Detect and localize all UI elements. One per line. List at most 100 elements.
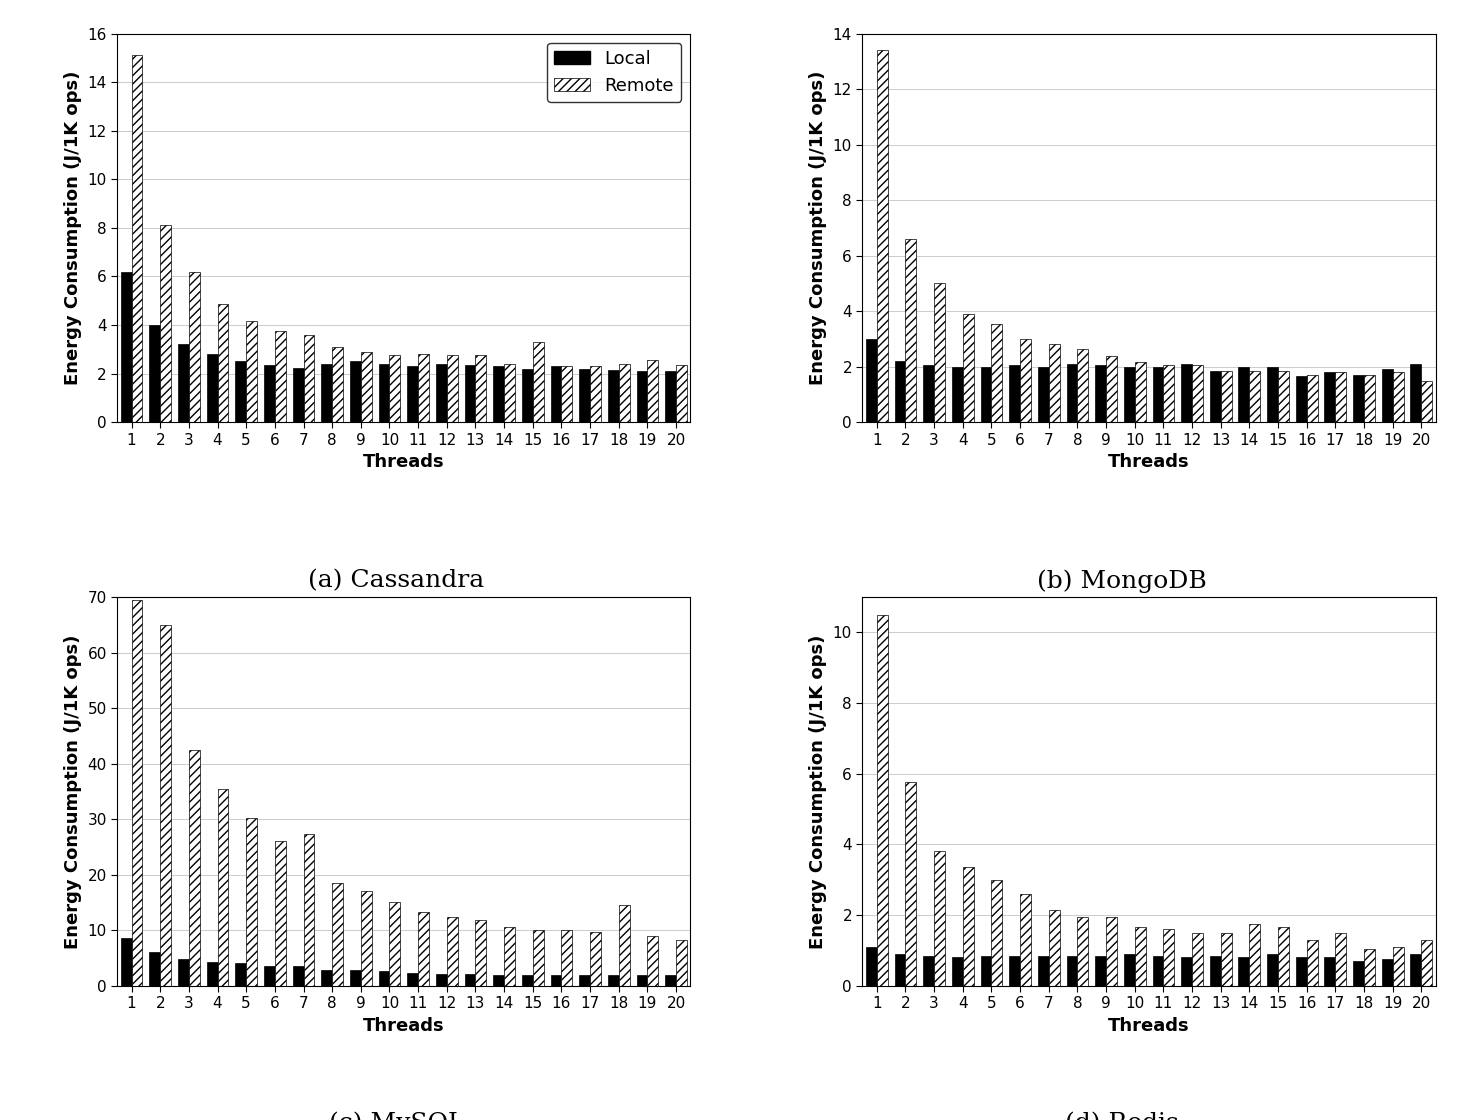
Bar <box>905 239 916 422</box>
Bar <box>1049 909 1059 986</box>
Bar <box>494 976 504 986</box>
Y-axis label: Energy Consumption (J/1K ops): Energy Consumption (J/1K ops) <box>64 634 82 949</box>
Bar <box>350 970 360 986</box>
Bar <box>1364 375 1376 422</box>
Bar <box>522 368 533 422</box>
Bar <box>533 342 544 422</box>
Bar <box>561 366 573 422</box>
Bar <box>677 365 687 422</box>
Bar <box>876 50 888 422</box>
Bar <box>293 967 303 986</box>
Bar <box>1181 958 1193 986</box>
Bar <box>551 366 561 422</box>
Text: (b) MongoDB: (b) MongoDB <box>1037 569 1207 592</box>
Bar <box>217 305 229 422</box>
Bar <box>246 818 256 986</box>
Bar <box>952 366 963 422</box>
Bar <box>1009 955 1020 986</box>
Text: (d) Redis: (d) Redis <box>1065 1112 1179 1120</box>
Bar <box>1393 946 1403 986</box>
Bar <box>350 362 360 422</box>
Bar <box>1163 930 1175 986</box>
Bar <box>447 917 457 986</box>
Bar <box>132 56 142 422</box>
Bar <box>1077 348 1088 422</box>
Bar <box>149 325 160 422</box>
Bar <box>579 976 590 986</box>
Bar <box>390 903 400 986</box>
Bar <box>1250 371 1260 422</box>
Bar <box>303 335 315 422</box>
Bar <box>1210 371 1220 422</box>
Bar <box>464 365 476 422</box>
Bar <box>608 370 618 422</box>
Bar <box>618 364 630 422</box>
Bar <box>418 913 429 986</box>
Bar <box>1077 916 1088 986</box>
Bar <box>207 962 217 986</box>
Bar <box>303 834 315 986</box>
Bar <box>476 921 486 986</box>
Bar <box>1336 933 1346 986</box>
Bar <box>1354 961 1364 986</box>
Bar <box>321 364 333 422</box>
Y-axis label: Energy Consumption (J/1K ops): Energy Consumption (J/1K ops) <box>64 71 82 385</box>
Bar <box>236 963 246 986</box>
Bar <box>293 367 303 422</box>
Bar <box>866 339 876 422</box>
Bar <box>561 930 573 986</box>
Bar <box>665 976 677 986</box>
Bar <box>1220 371 1232 422</box>
Bar <box>476 355 486 422</box>
Bar <box>217 788 229 986</box>
Bar <box>407 973 418 986</box>
X-axis label: Threads: Threads <box>1108 454 1190 472</box>
Bar <box>1324 372 1336 422</box>
Bar <box>923 365 935 422</box>
Bar <box>1411 364 1421 422</box>
Y-axis label: Energy Consumption (J/1K ops): Energy Consumption (J/1K ops) <box>809 634 828 949</box>
Bar <box>120 939 132 986</box>
Bar <box>1020 339 1031 422</box>
Bar <box>360 892 372 986</box>
Bar <box>533 930 544 986</box>
Bar <box>1411 954 1421 986</box>
Bar <box>160 225 171 422</box>
Bar <box>378 364 390 422</box>
X-axis label: Threads: Threads <box>363 1017 445 1035</box>
Legend: Local, Remote: Local, Remote <box>546 43 681 102</box>
Bar <box>177 959 189 986</box>
Bar <box>360 352 372 422</box>
Bar <box>522 976 533 986</box>
Bar <box>149 952 160 986</box>
Bar <box>418 354 429 422</box>
Bar <box>264 967 275 986</box>
Bar <box>648 935 658 986</box>
Bar <box>590 366 601 422</box>
Bar <box>980 955 992 986</box>
Bar <box>1381 959 1393 986</box>
Bar <box>1381 370 1393 422</box>
Bar <box>264 365 275 422</box>
Y-axis label: Energy Consumption (J/1K ops): Energy Consumption (J/1K ops) <box>809 71 828 385</box>
Bar <box>207 354 217 422</box>
Bar <box>923 955 935 986</box>
Bar <box>464 974 476 986</box>
Bar <box>1193 365 1203 422</box>
Bar <box>1364 949 1376 986</box>
Bar <box>120 272 132 422</box>
Bar <box>590 932 601 986</box>
Bar <box>866 946 876 986</box>
Bar <box>1124 954 1135 986</box>
Bar <box>551 976 561 986</box>
Bar <box>1106 916 1116 986</box>
Bar <box>494 366 504 422</box>
Bar <box>1393 372 1403 422</box>
Bar <box>618 905 630 986</box>
Text: (c) MySQL: (c) MySQL <box>328 1112 464 1120</box>
Bar <box>1096 365 1106 422</box>
Bar <box>1106 355 1116 422</box>
Bar <box>1067 364 1077 422</box>
Bar <box>876 615 888 986</box>
Text: (a) Cassandra: (a) Cassandra <box>308 569 485 592</box>
